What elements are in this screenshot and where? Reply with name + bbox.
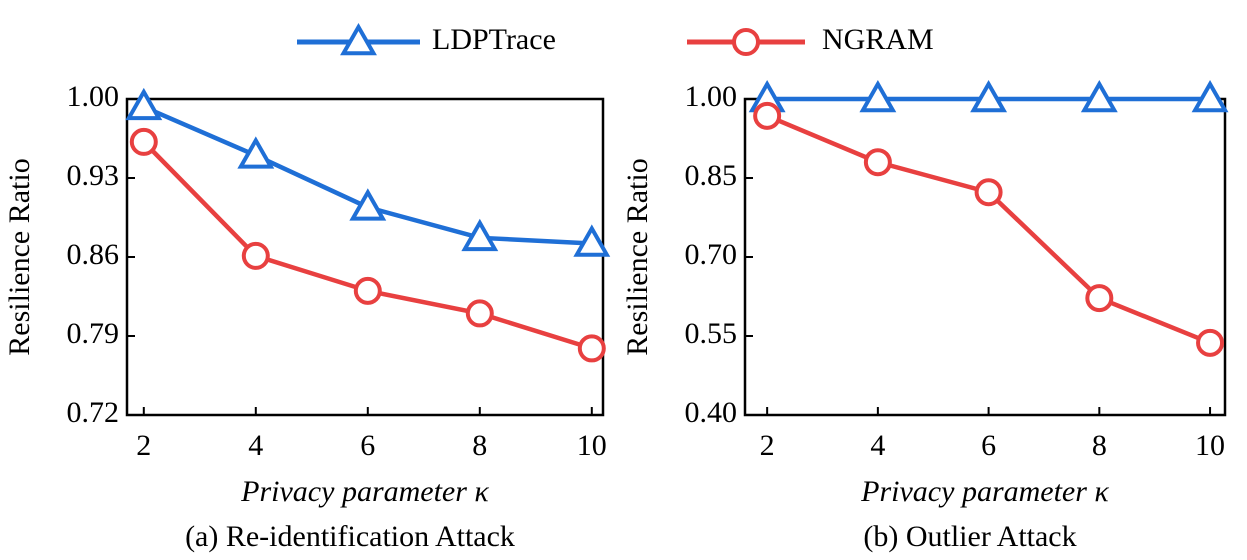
circle-marker (353, 276, 382, 305)
x-tick-label: 6 (981, 429, 996, 462)
triangle-marker (237, 136, 275, 169)
triangle-marker (1191, 79, 1229, 113)
triangle-marker (340, 22, 377, 56)
y-tick-label: 0.70 (685, 238, 738, 271)
triangle-marker (349, 188, 387, 221)
x-tick-label: 8 (1092, 429, 1107, 462)
triangle-marker (859, 79, 897, 113)
caption: (b) Outlier Attack (863, 520, 1076, 553)
series-line (766, 113, 1211, 345)
y-tick-label: 0.93 (67, 159, 120, 192)
circle-marker (753, 101, 782, 130)
y-tick-label: 0.40 (685, 396, 738, 429)
x-tick-label: 2 (760, 429, 775, 462)
x-axis-label: Privacy parameter κ (860, 475, 1109, 508)
series-line (142, 140, 593, 351)
circle-marker (1196, 328, 1225, 357)
y-tick-label: 0.85 (685, 159, 738, 192)
x-axis-label: Privacy parameter κ (240, 475, 489, 508)
legend-label: LDPTrace (432, 23, 556, 56)
triangle-marker (573, 224, 611, 257)
x-tick-label: 8 (472, 429, 487, 462)
y-axis-label: Resilience Ratio (621, 158, 654, 355)
y-tick-label: 1.00 (685, 80, 738, 113)
x-tick-label: 6 (360, 429, 375, 462)
circle-marker (241, 241, 270, 270)
caption: (a) Re-identification Attack (185, 520, 515, 553)
plot-frame (125, 97, 605, 417)
series-line (142, 104, 592, 246)
circle-marker (974, 178, 1003, 207)
x-tick-label: 2 (136, 429, 151, 462)
plot-frame (743, 97, 1227, 417)
x-tick-label: 4 (870, 429, 885, 462)
x-tick-label: 4 (248, 429, 263, 462)
y-tick-label: 0.79 (67, 317, 120, 350)
y-tick-label: 0.86 (67, 238, 120, 271)
circle-marker (863, 148, 892, 177)
y-axis-label: Resilience Ratio (3, 158, 36, 355)
x-tick-label: 10 (1195, 429, 1225, 462)
circle-marker (732, 28, 760, 56)
y-tick-label: 1.00 (67, 80, 120, 113)
triangle-marker (461, 218, 499, 252)
legend-label: NGRAM (822, 23, 934, 56)
triangle-marker (125, 87, 163, 121)
circle-marker (129, 127, 158, 156)
x-tick-label: 10 (577, 429, 607, 462)
triangle-marker (970, 79, 1008, 113)
y-tick-label: 0.72 (67, 396, 120, 429)
circle-marker (577, 334, 606, 363)
y-tick-label: 0.55 (685, 317, 738, 350)
triangle-marker (1080, 79, 1118, 113)
circle-marker (1085, 284, 1114, 313)
circle-marker (465, 299, 494, 328)
